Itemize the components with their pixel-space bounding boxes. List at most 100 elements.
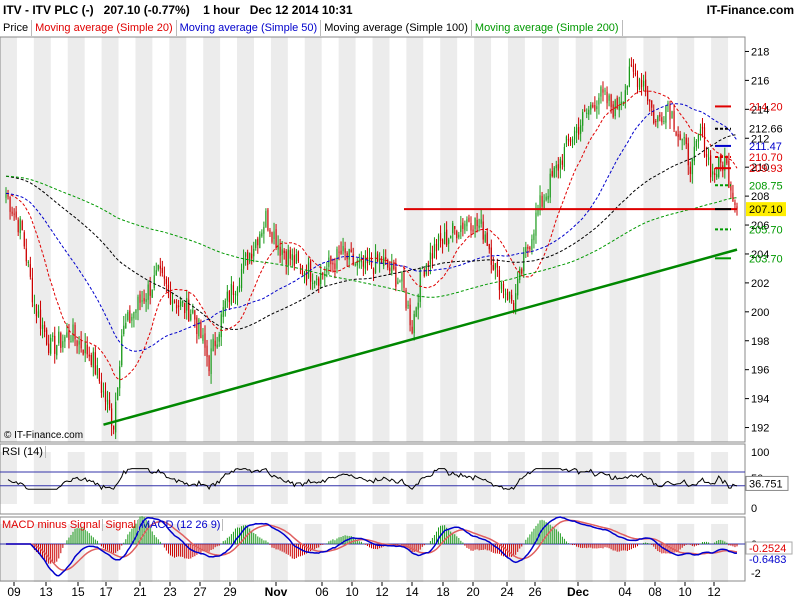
candle-body xyxy=(228,291,230,303)
candle-body xyxy=(159,265,161,269)
x-tick-label: 09 xyxy=(7,585,21,599)
rsi-pane-border xyxy=(0,443,746,515)
candle-body xyxy=(565,136,568,145)
macd-pane-border xyxy=(0,516,746,582)
candle-body xyxy=(667,103,669,105)
candle-body xyxy=(573,130,576,140)
candle-body xyxy=(697,134,700,142)
price-label: 211.47 xyxy=(749,141,782,153)
macd-axis-label: -2 xyxy=(751,568,761,580)
candle-body xyxy=(730,186,732,191)
legend-sma100[interactable]: Moving average (Simple 100) xyxy=(321,20,472,36)
candle-body xyxy=(31,277,33,303)
candle-body xyxy=(98,368,101,382)
rsi-label: RSI (14) xyxy=(0,446,46,458)
candle-body xyxy=(184,302,186,314)
candle-body xyxy=(707,157,710,160)
candle-body xyxy=(663,120,665,122)
candle-body xyxy=(80,339,82,349)
y-tick-label: 192 xyxy=(751,423,769,435)
candle-body xyxy=(108,399,111,409)
candle-body xyxy=(381,260,383,264)
candle-body xyxy=(289,250,291,259)
candle-body xyxy=(533,233,535,241)
candle-body xyxy=(590,104,592,110)
candle-body xyxy=(332,262,334,265)
candle-body xyxy=(718,156,720,178)
day-band xyxy=(507,524,525,582)
candle-body xyxy=(173,301,176,303)
candle-body xyxy=(41,324,44,330)
candle-body xyxy=(27,261,29,263)
y-tick-label: 214 xyxy=(751,104,769,116)
candle-body xyxy=(137,296,139,311)
day-band xyxy=(643,452,661,504)
price-label: 207.10 xyxy=(749,204,783,216)
candle-body xyxy=(133,311,135,319)
candle-body xyxy=(131,316,133,321)
candle-body xyxy=(275,229,277,249)
y-tick-label: 210 xyxy=(751,162,769,174)
candle-body xyxy=(314,280,316,284)
legend-sma50[interactable]: Moving average (Simple 50) xyxy=(177,20,322,36)
legend-sma200[interactable]: Moving average (Simple 200) xyxy=(472,20,623,36)
candle-body xyxy=(561,160,563,165)
candle-body xyxy=(220,314,222,338)
candle-body xyxy=(385,257,387,259)
day-band xyxy=(135,452,153,504)
day-band xyxy=(101,37,119,442)
candle-body xyxy=(322,272,324,275)
candle-body xyxy=(307,262,310,278)
candle-body xyxy=(48,343,50,353)
signal-line xyxy=(6,519,738,571)
candle-body xyxy=(37,311,40,318)
candle-body xyxy=(167,284,170,289)
candle-body xyxy=(508,291,511,299)
candle-body xyxy=(368,257,371,264)
candle-body xyxy=(604,90,606,92)
candle-body xyxy=(484,234,486,242)
candle-body xyxy=(511,294,513,302)
candle-body xyxy=(293,255,295,266)
y-tick-label: 218 xyxy=(751,46,769,58)
candle-body xyxy=(701,126,704,129)
candle-body xyxy=(92,351,94,368)
candle-body xyxy=(76,340,78,347)
candle-body xyxy=(119,366,121,389)
brand[interactable]: IT-Finance.com xyxy=(706,3,794,17)
candle-body xyxy=(238,285,241,289)
candle-body xyxy=(141,300,143,302)
candle-body xyxy=(360,258,362,263)
candle-body xyxy=(204,333,206,348)
candle-body xyxy=(338,251,340,253)
candle-body xyxy=(196,317,198,334)
candle-body xyxy=(494,263,496,270)
candle-body xyxy=(527,246,529,249)
x-tick-label: 17 xyxy=(99,585,113,599)
header-left: ITV - ITV PLC (-) 207.10 (-0.77%) 1 hour… xyxy=(3,3,353,17)
candle-body xyxy=(439,233,442,241)
rsi-value: 36.751 xyxy=(749,478,783,490)
candle-body xyxy=(657,116,659,122)
candle-body xyxy=(679,134,681,140)
candle-body xyxy=(462,222,464,229)
legend-price[interactable]: Price xyxy=(0,20,33,36)
candle-body xyxy=(714,173,716,175)
day-band xyxy=(101,452,119,504)
day-band xyxy=(541,452,559,504)
y-tick-label: 198 xyxy=(751,336,769,348)
legend-sma20[interactable]: Moving average (Simple 20) xyxy=(32,20,177,36)
candle-body xyxy=(620,101,622,105)
y-tick-label: 212 xyxy=(751,133,769,145)
day-band xyxy=(677,37,695,442)
candle-body xyxy=(519,268,521,280)
candle-body xyxy=(433,244,436,259)
candle-body xyxy=(399,281,401,283)
candle-body xyxy=(139,294,141,303)
candle-body xyxy=(66,332,68,337)
candle-body xyxy=(344,248,346,253)
candle-body xyxy=(557,164,559,171)
candle-body xyxy=(123,325,125,335)
day-band xyxy=(203,452,221,504)
